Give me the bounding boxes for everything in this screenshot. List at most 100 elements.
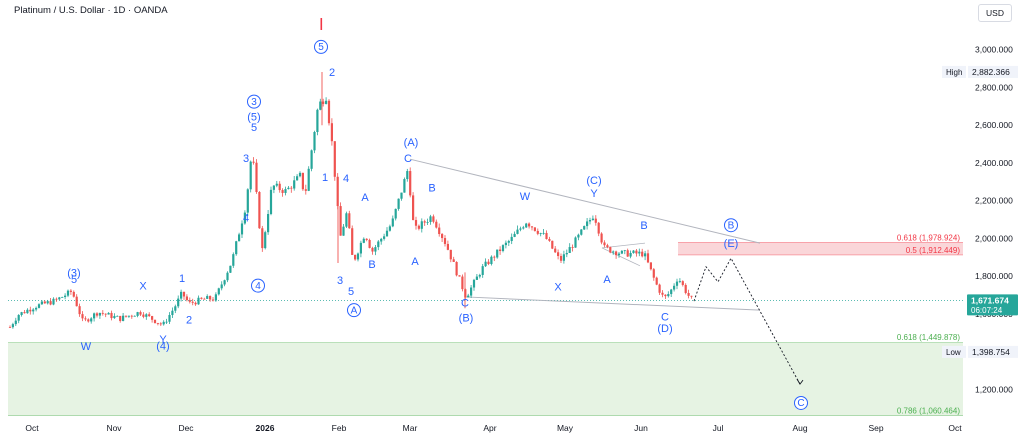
candle-body xyxy=(322,101,325,104)
candle-body xyxy=(565,252,568,255)
candle-body xyxy=(690,295,693,297)
candle-body xyxy=(223,280,226,285)
candle-body xyxy=(200,297,203,299)
candle-body xyxy=(629,252,632,257)
candle-body xyxy=(606,245,609,248)
candle-body xyxy=(40,301,43,305)
wave-circle xyxy=(347,303,361,318)
candle-body xyxy=(522,227,525,229)
candle-body xyxy=(49,301,52,305)
candle-body xyxy=(583,226,586,230)
candle-body xyxy=(525,223,528,228)
wave-label: C xyxy=(461,297,469,309)
candle-body xyxy=(461,276,464,290)
candle-body xyxy=(122,315,125,321)
candle-body xyxy=(151,316,154,320)
candle-body xyxy=(61,297,64,298)
wave-label: 3 xyxy=(243,153,249,165)
candle-body xyxy=(264,232,267,249)
wave-circle xyxy=(247,94,261,109)
candle-body xyxy=(185,296,188,301)
currency-button[interactable]: USD xyxy=(978,4,1012,22)
candle-body xyxy=(507,241,510,243)
candle-body xyxy=(594,218,597,223)
candle-body xyxy=(638,251,641,254)
candle-body xyxy=(441,234,444,239)
wave-label: (E) xyxy=(724,238,739,250)
upper-trendline xyxy=(409,158,761,244)
candle-body xyxy=(588,219,592,222)
candle-body xyxy=(304,189,307,191)
candle-body xyxy=(496,249,499,258)
candle-body xyxy=(504,242,507,246)
candle-body xyxy=(81,314,84,319)
wave-label-circled: C xyxy=(797,398,804,409)
wave-label-circled: 3 xyxy=(251,97,257,108)
candle-body xyxy=(574,237,577,248)
candle-body xyxy=(562,254,565,261)
candle-body xyxy=(478,274,481,277)
y-tick-label: 2,400.000 xyxy=(975,158,1013,168)
y-tick-label: 3,000.000 xyxy=(975,45,1013,55)
candle-body xyxy=(667,294,670,297)
candle-body xyxy=(95,313,99,316)
x-tick-label: Nov xyxy=(106,423,122,433)
fib-label: 0.5 (1,912.449) xyxy=(906,246,961,255)
candle-body xyxy=(371,247,374,252)
candle-body xyxy=(626,250,629,257)
candle-body xyxy=(586,221,589,227)
wave-circle xyxy=(314,39,328,54)
candle-body xyxy=(211,299,215,301)
candle-body xyxy=(391,218,394,227)
candle-body xyxy=(209,296,212,300)
wave-label: 5 xyxy=(251,122,257,134)
candle-body xyxy=(249,161,252,190)
candle-body xyxy=(681,281,684,285)
wave-label-circled: 4 xyxy=(255,281,261,292)
candle-body xyxy=(69,290,72,292)
candle-body xyxy=(220,284,223,289)
wave-label: X xyxy=(139,280,147,292)
candle-body xyxy=(124,315,128,317)
low-tag-bg xyxy=(942,345,966,358)
price-axis[interactable]: 1,200.0001,400.0001,600.0001,800.0002,00… xyxy=(942,45,1018,395)
candle-body xyxy=(101,312,104,314)
candle-body xyxy=(58,297,61,300)
candle-body xyxy=(90,318,93,322)
candle-body xyxy=(72,291,75,297)
candle-body xyxy=(632,250,635,253)
candle-body xyxy=(174,306,177,311)
fib-label: 0.618 (1,449.878) xyxy=(897,333,960,342)
candle-body xyxy=(307,168,310,191)
wave-label: B xyxy=(428,182,435,194)
candle-body xyxy=(336,176,339,207)
candle-body xyxy=(397,198,400,209)
candle-body xyxy=(490,256,493,265)
candle-body xyxy=(452,259,455,262)
candle-body xyxy=(612,251,615,253)
candle-body xyxy=(539,233,542,234)
candle-body xyxy=(510,236,513,242)
candle-body xyxy=(400,192,403,199)
x-tick-label: Jul xyxy=(713,423,724,433)
wave-label: 2 xyxy=(186,314,192,326)
candle-body xyxy=(191,301,194,303)
candle-body xyxy=(325,100,328,104)
candle-body xyxy=(487,261,490,265)
candle-body xyxy=(78,306,81,315)
candle-body xyxy=(342,226,345,236)
candle-body xyxy=(652,269,655,278)
time-axis[interactable]: Oct Nov Dec 2026 Feb Mar Apr May Jun Jul Aug Sep Oct xyxy=(25,423,962,433)
candle-body xyxy=(620,250,623,254)
candle-body xyxy=(635,250,638,254)
candle-body xyxy=(290,187,293,189)
wave-label: A xyxy=(361,192,369,204)
x-tick-label: May xyxy=(557,423,574,433)
candle-body xyxy=(646,253,650,263)
projection-line xyxy=(693,257,801,385)
candle-body xyxy=(641,251,644,257)
wave-label: 2 xyxy=(329,67,335,79)
candle-body xyxy=(649,262,652,270)
candle-body xyxy=(194,302,197,305)
